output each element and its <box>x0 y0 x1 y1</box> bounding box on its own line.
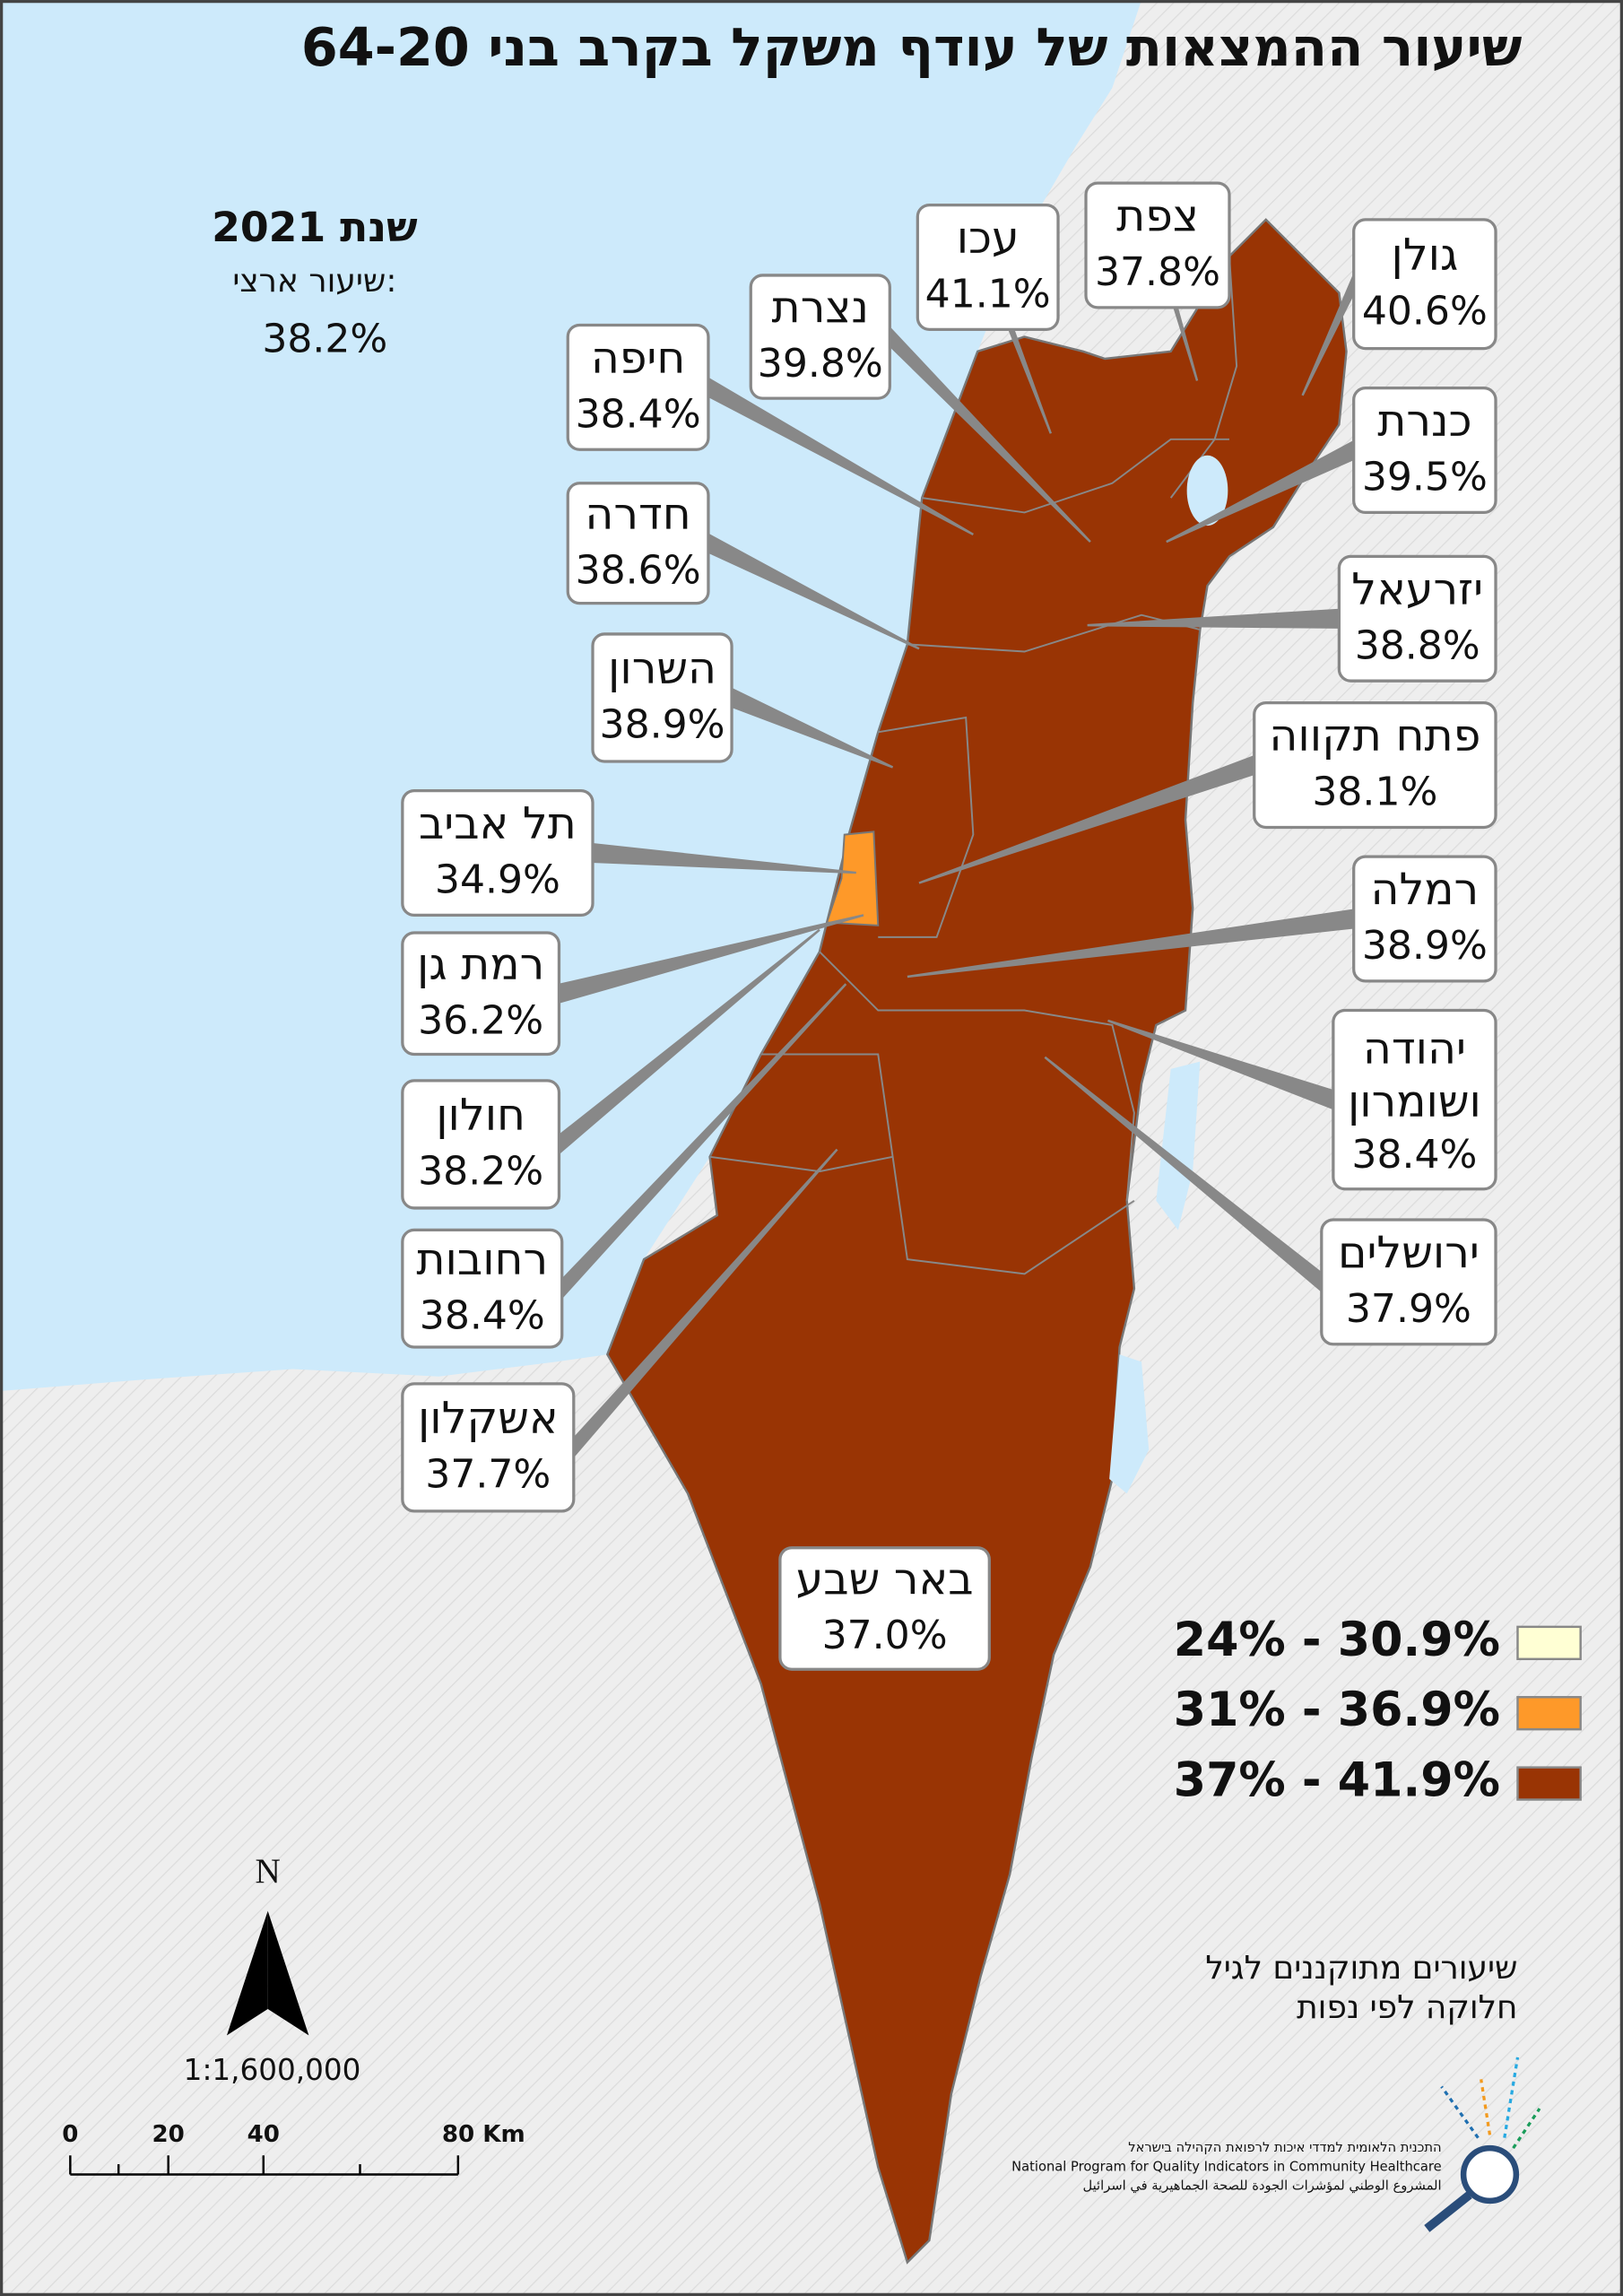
region-name: חולון <box>436 1090 525 1141</box>
region-name: אשקלון <box>418 1393 559 1444</box>
region-value: 36.2% <box>418 997 543 1043</box>
region-name: נצרת <box>772 283 869 334</box>
region-value: 38.4% <box>420 1292 545 1338</box>
region-value: 34.9% <box>435 857 560 903</box>
north-arrow <box>267 1910 309 2036</box>
region-labels: צפת 37.8% עכו 41.1% גולן 40.6% נצרת 39.8% חיפה 38… <box>401 181 1497 1671</box>
region-name: חדרה <box>585 489 690 540</box>
scale-tick: 0 <box>62 2121 78 2148</box>
note-line: חלוקה לפי נפות <box>1297 1989 1517 2026</box>
legend-label: 24% - 30.9% <box>1174 1613 1500 1667</box>
region-name: השרון <box>608 643 716 694</box>
region-name: יזרעאל <box>1351 564 1483 615</box>
region-name: גולן <box>1392 230 1459 281</box>
eilat-area-water <box>1109 1354 1150 1494</box>
label-box <box>401 1382 576 1513</box>
scale-ratio: 1:1,600,000 <box>184 2053 361 2087</box>
label-box <box>1084 181 1231 309</box>
region-value: 38.9% <box>600 702 725 748</box>
legend: 24% - 30.9% 31% - 36.9% 37% - 41.9% <box>1174 1613 1582 1808</box>
scale-bar <box>69 2155 460 2176</box>
year: שנת 2021 <box>212 204 418 251</box>
scale-tick: 20 <box>152 2121 185 2148</box>
region-value: 38.4% <box>1351 1132 1477 1178</box>
label-box <box>401 931 561 1057</box>
label-box <box>778 1546 991 1671</box>
scale-tick: 80 Km <box>442 2121 525 2148</box>
region-value: 37.8% <box>1095 249 1220 295</box>
region-value: 37.9% <box>1346 1286 1471 1332</box>
label-box <box>401 1228 564 1349</box>
north-label: N <box>256 1852 281 1891</box>
region-value: 38.6% <box>576 547 701 593</box>
region-name: באר שבע <box>796 1554 974 1605</box>
label-box <box>1337 554 1497 683</box>
region-name: תל אביב <box>419 798 577 849</box>
region-value: 38.2% <box>418 1149 543 1195</box>
label-box <box>749 274 891 400</box>
scale-tick: 40 <box>247 2121 280 2148</box>
district-border <box>922 438 1229 514</box>
label-box <box>1320 1218 1497 1346</box>
region-value: 39.8% <box>758 341 883 387</box>
label-box <box>1332 1008 1497 1191</box>
label-boxes: צפת 37.8% עכו 41.1% גולן 40.6% נצרת 39.8% חיפה 38… <box>401 181 1497 1671</box>
label-box <box>916 203 1060 331</box>
legend-label: 31% - 36.9% <box>1174 1683 1500 1737</box>
district-border <box>878 716 975 938</box>
region-name: פתח תקווה <box>1269 710 1480 761</box>
legend-label: 37% - 41.9% <box>1174 1754 1500 1808</box>
label-box <box>401 789 595 918</box>
legend-swatch <box>1516 1625 1582 1661</box>
country <box>605 218 1348 2265</box>
note-line: שיעורים מתוקננים לגיל <box>1205 1950 1517 1987</box>
region-value: 39.5% <box>1362 455 1488 500</box>
label-box <box>1352 855 1497 983</box>
national-label: שיעור ארצי: <box>232 263 396 300</box>
region-name: ירושלים <box>1338 1227 1480 1278</box>
region-name: רמלה <box>1370 865 1479 916</box>
logo-text: National Program for Quality Indicators … <box>1011 2159 1441 2174</box>
leader-lines <box>558 236 1355 1459</box>
label-box <box>566 323 710 451</box>
kinneret <box>1186 455 1228 526</box>
region-value: 38.1% <box>1312 770 1437 815</box>
region-name: כנרת <box>1377 396 1471 447</box>
legend-swatch <box>1516 1766 1582 1801</box>
region-name: רחובות <box>416 1234 548 1285</box>
label-box <box>1352 218 1497 351</box>
region-name: יהודה ושומרון <box>1348 1023 1481 1127</box>
region-value: 38.8% <box>1355 622 1480 668</box>
region-value: 37.0% <box>822 1613 948 1658</box>
region-value: 38.9% <box>1362 923 1488 969</box>
label-box <box>591 632 733 763</box>
region-name: צפת <box>1116 191 1199 242</box>
label-box <box>1352 387 1497 515</box>
region-name: רמת גן <box>417 939 544 990</box>
region-name: חיפה <box>591 333 686 384</box>
district-border <box>760 1053 1135 1275</box>
label-box <box>1253 701 1497 830</box>
region-value: 41.1% <box>925 272 1051 317</box>
region-value: 40.6% <box>1362 288 1488 334</box>
region-value: 37.7% <box>425 1452 551 1498</box>
dead-sea <box>1156 1061 1201 1231</box>
region-value: 38.4% <box>576 391 701 437</box>
region-name: עכו <box>957 213 1020 264</box>
label-box <box>566 482 710 605</box>
logo-text: المشروع الوطني لمؤشرات الجودة للصحة الجم… <box>1082 2179 1441 2194</box>
logo-icon <box>1424 2057 1541 2232</box>
label-box <box>401 1079 561 1210</box>
logo-text: התכנית הלאומית למדדי איכות לרפואת הקהילה… <box>1128 2140 1441 2155</box>
title: שיעור ההמצאות של עודף משקל בקרב בני 64-2… <box>301 16 1523 78</box>
legend-swatch <box>1516 1696 1582 1731</box>
national-value: 38.2% <box>262 316 387 361</box>
